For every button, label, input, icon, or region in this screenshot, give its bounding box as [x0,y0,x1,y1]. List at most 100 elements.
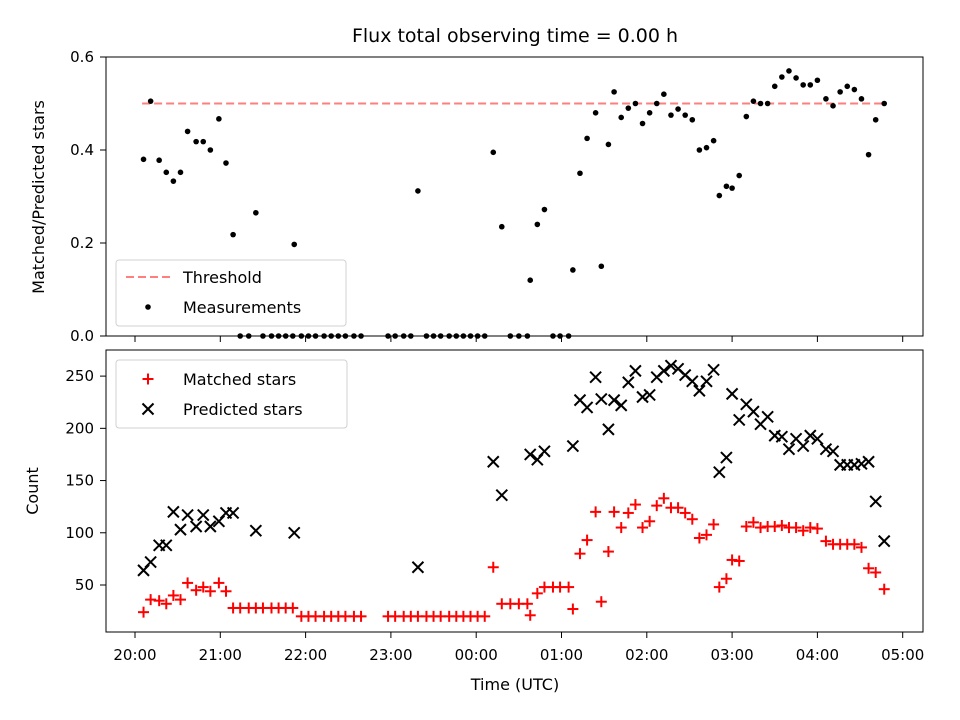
predicted-star-point [761,410,774,424]
predicted-star-point [538,445,551,458]
top-legend: Threshold Measurements [115,259,347,327]
predicted-star-point [595,392,608,406]
measurement-point [335,333,342,339]
measurement-point [757,100,764,107]
legend-predicted-swatch [141,402,155,416]
matched-star-point [726,554,738,566]
predicted-star-point [144,555,157,569]
measurement-point [467,333,474,339]
matched-star-point [747,516,759,528]
matched-star-point [811,523,823,535]
measurement-point [193,138,199,145]
measurement-point [625,105,632,111]
bottom-x-ticks: 20:00 21:00 22:00 23:00 00:00 01:00 02:00 03:00… [113,632,924,664]
legend-matched-label: Matched stars [183,370,296,389]
top-panel: 0.0 0.2 0.4 0.6 Matched/Predicted stars Thr… [29,48,924,345]
measurement-point [837,89,843,95]
predicted-star-point [862,455,875,468]
matched-star-point [595,596,607,608]
bottom-y-tick-label: 100 [65,524,94,542]
measurement-point [729,185,735,191]
bottom-y-axis-label: Count [23,467,42,515]
predicted-star-point [693,384,706,397]
matched-star-point [145,594,157,606]
matched-star-point [769,521,781,533]
measurement-point [392,333,398,339]
measurement-point [177,169,184,176]
legend-measurements-label: Measurements [183,298,301,317]
measurement-point [184,128,191,135]
matched-star-point [167,589,179,601]
measurement-point [524,333,531,339]
bottom-y-tick-label: 150 [65,472,94,490]
predicted-star-point [566,439,580,453]
measurement-point [290,333,296,339]
top-y-ticks: 0.0 0.2 0.4 0.6 [70,48,106,345]
predicted-star-point [174,523,187,536]
matched-star-point [804,522,816,534]
matched-star-point [622,507,634,519]
measurement-point [230,231,236,238]
matched-star-point [629,499,641,511]
predicted-star-point [804,429,817,442]
matched-star-point [182,577,194,589]
bottom-x-tick-label: 21:00 [199,646,242,664]
measurement-point [305,333,312,339]
matched-star-point [138,606,150,618]
measurement-point [618,114,625,121]
measurement-point [881,100,888,107]
matched-star-point [820,535,832,547]
legend-predicted-marker [141,402,155,416]
measurement-point [534,221,541,228]
matched-star-point [740,521,752,533]
matched-star-point [479,610,491,622]
measurement-point [800,82,806,88]
measurement-point [696,147,703,153]
matched-star-point [287,602,299,614]
matched-star-point [686,513,698,525]
measurement-point [750,98,757,104]
measurement-point [550,333,556,339]
top-y-tick-label: 0.4 [70,141,94,159]
matched-star-point [848,538,860,550]
matched-star-point [672,502,684,514]
measurement-point [851,86,858,93]
top-y-tick-label: 0.0 [70,327,94,345]
legend-matched-marker [142,373,154,385]
bottom-x-tick-label: 02:00 [625,646,668,664]
bottom-x-tick-label: 03:00 [710,646,753,664]
measurement-point [282,333,289,339]
predicted-star-point [249,524,263,537]
predicted-star-point [664,359,678,372]
predicted-star-point [796,439,810,453]
predicted-star-point [622,376,635,389]
measurement-point [689,116,696,123]
matched-star-point [487,561,499,573]
measurement-point [565,333,572,339]
measurement-point [245,333,252,339]
predicted-star-point [869,495,882,508]
measurement-point [844,83,851,90]
predicted-star-point [288,526,301,539]
measurement-point [437,333,444,339]
measurement-point [736,172,743,179]
matched-star-point [355,610,367,622]
predicted-star-point [657,364,671,378]
bottom-plot-frame [105,349,924,633]
predicted-star-point [629,364,642,378]
measurement-point [328,333,334,339]
predicted-star-point [189,520,203,533]
measurement-point [385,333,391,339]
predicted-star-point [602,423,615,436]
measurement-point [611,89,617,95]
legend-matched-swatch [142,373,154,385]
matched-star-point [651,500,663,512]
measurement-point [163,169,170,176]
measurement-point [358,333,364,339]
predicted-star-point [713,465,726,479]
measurement-point [570,267,576,273]
measurement-point [807,82,814,88]
measurement-point [710,137,717,144]
legend-predicted-label: Predicted stars [183,400,303,419]
